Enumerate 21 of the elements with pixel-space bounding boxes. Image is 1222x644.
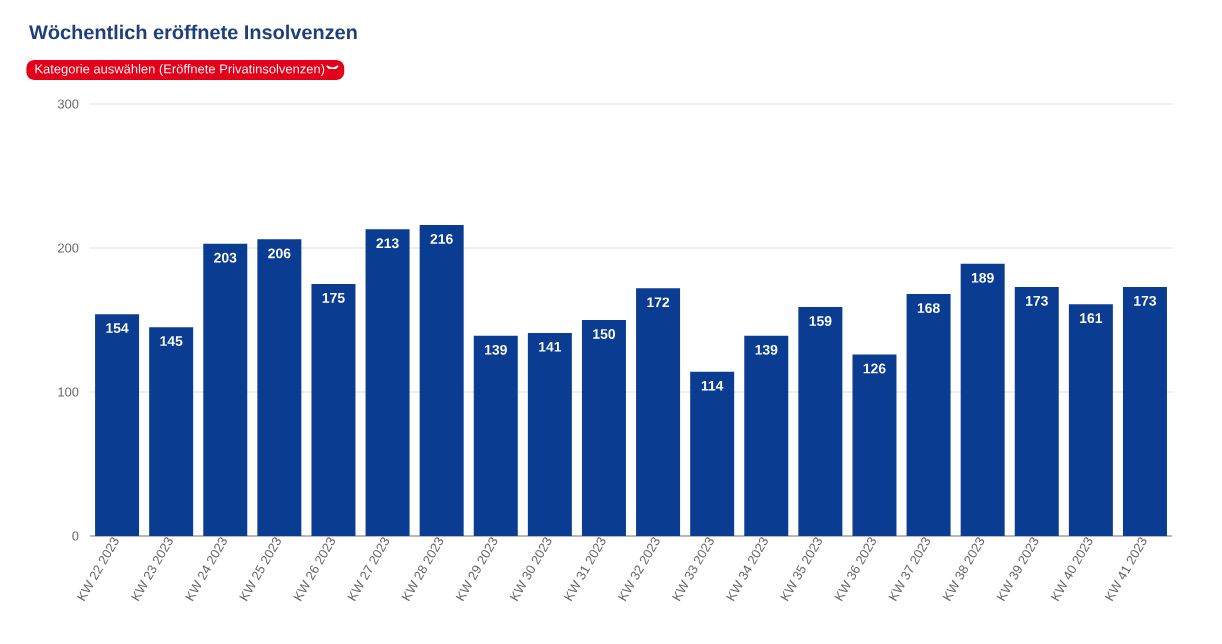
bar: [527, 332, 572, 536]
bar: [473, 335, 518, 536]
bar: [149, 327, 194, 536]
bar: [95, 314, 140, 536]
bar: [581, 320, 626, 536]
bar: [636, 288, 681, 536]
bar: [257, 239, 302, 536]
bar: [419, 224, 464, 536]
bar: [1068, 304, 1113, 536]
bar: [798, 307, 843, 536]
bar: [852, 354, 897, 536]
bar: [906, 294, 951, 536]
bar: [744, 335, 789, 536]
bar: [960, 263, 1005, 536]
bar: [1122, 286, 1167, 536]
chart-title: Wöchentlich eröffnete Insolvenzen: [29, 24, 357, 40]
bar: [365, 229, 410, 536]
bar: [203, 243, 248, 536]
bar: [690, 371, 735, 536]
bar: [1014, 286, 1059, 536]
bar: [311, 284, 356, 536]
